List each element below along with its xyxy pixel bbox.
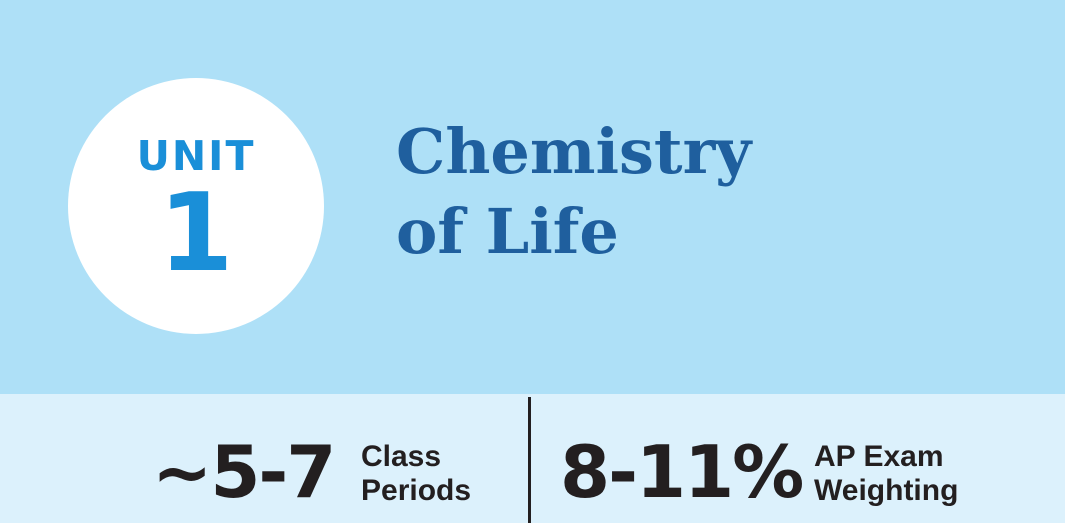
class-periods-value: ~5-7 xyxy=(152,430,336,514)
exam-weighting-label-line-2: Weighting xyxy=(814,474,959,507)
exam-weighting-value: 8-11% xyxy=(560,430,804,514)
class-periods-label: Class Periods xyxy=(361,440,471,508)
unit-label: UNIT xyxy=(136,132,256,180)
stats-divider xyxy=(528,397,531,523)
exam-weighting-label: AP Exam Weighting xyxy=(814,440,958,508)
unit-title-line-2: of Life xyxy=(396,195,619,268)
unit-number: 1 xyxy=(158,171,234,296)
unit-title-line-1: Chemistry xyxy=(396,115,752,188)
class-periods-label-line-1: Class xyxy=(361,440,442,473)
unit-banner: UNIT 1 Chemistry of Life xyxy=(68,78,752,334)
unit-title: Chemistry of Life xyxy=(396,112,751,272)
exam-weighting-label-line-1: AP Exam xyxy=(814,440,944,473)
stats-bar xyxy=(0,394,1065,523)
class-periods-label-line-2: Periods xyxy=(361,474,472,507)
unit-badge: UNIT 1 xyxy=(68,78,324,334)
